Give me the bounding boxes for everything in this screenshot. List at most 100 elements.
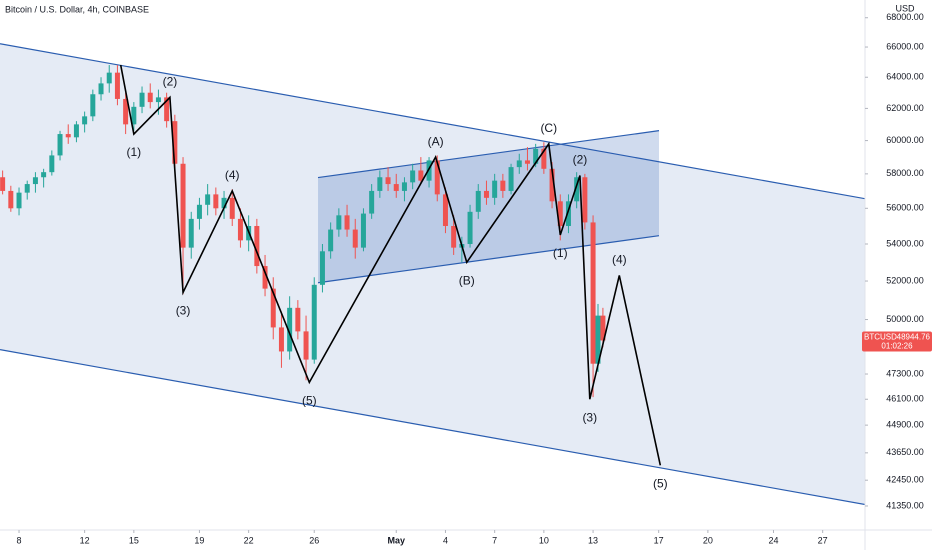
y-tick-label: 54000.00 — [886, 238, 924, 248]
candle-body — [188, 218, 194, 248]
x-tick-label: 4 — [443, 535, 448, 545]
candle-body — [16, 192, 22, 209]
candle-body — [541, 148, 547, 169]
candle-body — [303, 331, 309, 360]
candle-body — [492, 180, 498, 198]
y-tick-label: 60000.00 — [886, 135, 924, 145]
candle-body — [205, 194, 211, 205]
candle-body — [557, 201, 563, 226]
candle-body — [401, 182, 407, 191]
candle-body — [295, 307, 301, 332]
candle-body — [32, 177, 38, 185]
channel-fill — [0, 43, 865, 505]
candle-body — [155, 97, 161, 103]
candle-body — [213, 194, 219, 209]
candle-body — [600, 315, 606, 341]
y-tick-label: 64000.00 — [886, 72, 924, 82]
y-tick-label: 58000.00 — [886, 168, 924, 178]
y-tick-label: 50000.00 — [886, 314, 924, 324]
candle-body — [147, 92, 153, 103]
wave-label: (5) — [653, 476, 668, 490]
x-tick-label: 12 — [80, 535, 90, 545]
price-label-value: 48944.76 — [897, 333, 931, 342]
wave-label: (2) — [163, 75, 178, 89]
candle-body — [410, 170, 416, 183]
candle-body — [164, 97, 170, 122]
candle-body — [574, 177, 580, 202]
wave-label: (A) — [428, 134, 444, 148]
candle-body — [319, 251, 325, 285]
candle-body — [229, 197, 235, 219]
candle-body — [344, 215, 350, 230]
candle-body — [73, 124, 79, 138]
candle-body — [500, 180, 506, 191]
candle-body — [582, 177, 588, 223]
candle-body — [196, 204, 202, 219]
candle-body — [393, 184, 399, 191]
candle-body — [180, 163, 186, 248]
y-tick-label: 44900.00 — [886, 420, 924, 430]
candle-body — [123, 98, 129, 125]
wave-label: (B) — [459, 274, 475, 288]
candle-body — [41, 172, 47, 178]
candle-body — [475, 190, 481, 212]
x-tick-label: 17 — [654, 535, 664, 545]
candle-body — [172, 121, 178, 164]
wave-label: (2) — [573, 153, 588, 167]
candle-body — [442, 194, 448, 226]
x-tick-label: 20 — [703, 535, 713, 545]
wave-label: (3) — [582, 410, 597, 424]
channel-line — [317, 235, 660, 284]
candle-body — [434, 160, 440, 195]
wave-label: (1) — [553, 246, 568, 260]
candle-body — [336, 215, 342, 230]
candle-body — [278, 327, 284, 352]
channel-fill — [318, 130, 660, 283]
candle-body — [237, 218, 243, 241]
wave-line — [119, 64, 662, 466]
candle-body — [549, 168, 555, 202]
candle-body — [565, 201, 571, 226]
candle-body — [377, 177, 383, 191]
x-tick-label: 8 — [17, 535, 22, 545]
candle-body — [24, 184, 30, 193]
y-tick-label: 43650.00 — [886, 447, 924, 457]
candle-body — [131, 106, 137, 125]
candle-body — [595, 315, 601, 364]
price-label-symbol: BTCUSD — [864, 333, 897, 342]
candle-body — [369, 190, 375, 214]
candle-body — [0, 177, 6, 191]
y-tick-label: 42450.00 — [886, 475, 924, 485]
candle-body — [287, 307, 293, 352]
candle-body — [270, 288, 276, 328]
y-tick-label: 56000.00 — [886, 203, 924, 213]
x-tick-label: May — [387, 535, 405, 545]
candle-body — [516, 160, 522, 168]
candle-body — [90, 94, 96, 117]
candle-body — [451, 225, 457, 248]
x-tick-label: 7 — [492, 535, 497, 545]
y-tick-label: 41350.00 — [886, 500, 924, 510]
candle-body — [139, 92, 145, 107]
currency: USD — [895, 3, 915, 13]
candle-body — [49, 155, 55, 173]
candle-body — [311, 284, 317, 360]
candle-body — [114, 72, 120, 99]
wave-label: (1) — [126, 145, 141, 159]
y-tick-label: 46100.00 — [886, 394, 924, 404]
candle-body — [262, 266, 268, 289]
candle-body — [8, 190, 14, 209]
candle-body — [524, 160, 530, 164]
channel-line — [317, 130, 660, 179]
candle-body — [483, 190, 489, 198]
axes: 68000.00 66000.00 64000.00 62000.00 60000.00… — [17, 12, 932, 545]
candle-body — [467, 211, 473, 244]
candle-body — [360, 213, 366, 248]
y-tick-label: 66000.00 — [886, 41, 924, 51]
plot-area: (1) (2) (3) (4) (5) (A) (B) (C) (1) (2) (3) (4) (5) — [0, 43, 865, 506]
wave-label: (3) — [176, 304, 191, 318]
chart-title: Bitcoin / U.S. Dollar, 4h, COINBASE — [5, 4, 149, 14]
